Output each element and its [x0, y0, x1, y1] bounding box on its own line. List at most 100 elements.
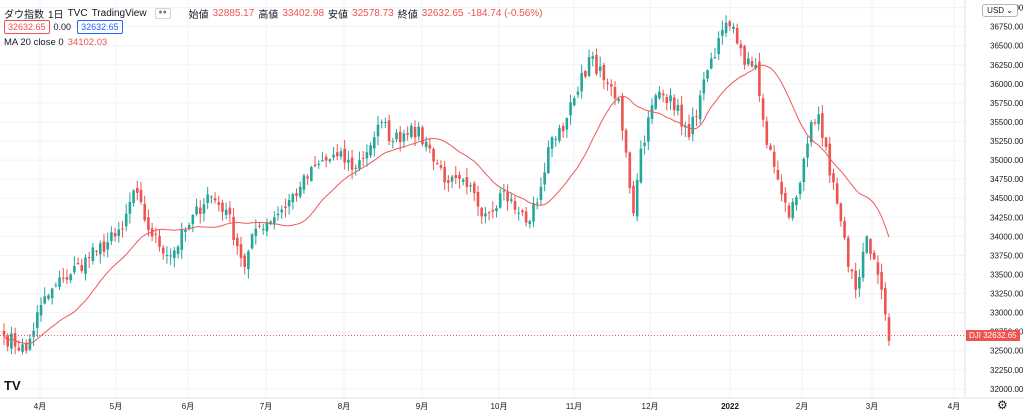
candle-body [643, 142, 646, 146]
candle-body [835, 183, 839, 204]
candle-body [280, 209, 284, 213]
candle-body [580, 72, 583, 92]
candle-body [887, 317, 891, 341]
candle-body [365, 152, 369, 159]
candle-body [358, 160, 361, 169]
candle-body [591, 56, 595, 59]
candle-body [717, 38, 720, 55]
candle-body [765, 121, 769, 145]
candle-body [517, 212, 521, 214]
candle-body [158, 236, 161, 247]
candle-body [250, 234, 254, 249]
price-tick-label: 32500.00 [990, 347, 1024, 356]
sell-button[interactable]: 32632.65 [4, 20, 50, 34]
candle-body [569, 102, 572, 116]
candle-body [598, 66, 602, 71]
indicator-legend: MA 20 close 0 34102.03 [4, 37, 111, 48]
open-label: 始値 [188, 10, 209, 21]
candle-body [2, 330, 6, 336]
candle-body [128, 202, 132, 214]
price-tick-label: 35500.00 [990, 118, 1024, 127]
price-tick-label: 33250.00 [990, 290, 1024, 299]
gear-icon[interactable]: ⚙ [997, 398, 1008, 412]
symbol-name[interactable]: ダウ指数 [4, 10, 44, 21]
price-tick-label: 34250.00 [990, 213, 1024, 222]
candle-body [187, 224, 191, 229]
candle-body [302, 175, 306, 190]
candle-body [543, 172, 546, 185]
candle-body [139, 189, 143, 203]
chevron-down-icon: ⌄ [1006, 6, 1013, 15]
indicator-name[interactable]: MA 20 close 0 [4, 37, 64, 48]
candle-body [165, 255, 169, 257]
candle-body [98, 243, 102, 255]
candle-body [428, 144, 432, 149]
candle-body [276, 213, 280, 216]
candle-body [498, 193, 502, 208]
candle-body [380, 121, 383, 123]
candle-body [502, 190, 506, 192]
candle-body [147, 217, 150, 230]
candle-body [273, 217, 276, 225]
close-label: 終値 [397, 10, 418, 21]
candle-body [602, 64, 606, 81]
candle-body [413, 126, 417, 138]
candle-body [39, 304, 43, 316]
candle-body [110, 232, 113, 242]
candle-body [565, 118, 569, 130]
candle-body [310, 166, 313, 181]
last-price-prefix: DJI [969, 331, 981, 340]
candle-body [450, 176, 454, 182]
candle-body [487, 212, 491, 214]
candle-body [576, 91, 580, 95]
candle-body [606, 82, 609, 84]
candle-body [609, 84, 613, 87]
candle-body [461, 179, 465, 182]
candle-body [739, 44, 743, 49]
price-tick-label: 35250.00 [990, 137, 1024, 146]
time-tick-label: 5月 [110, 402, 122, 411]
candle-body [402, 133, 406, 142]
candle-body [713, 57, 717, 59]
candle-body [698, 95, 702, 120]
candle-body [613, 86, 617, 99]
candle-body [772, 151, 776, 167]
candle-body [50, 288, 54, 299]
candle-body [665, 97, 669, 104]
spread-value: 0.00 [53, 22, 72, 32]
candle-body [235, 237, 239, 247]
candle-body [143, 203, 147, 221]
candle-body [424, 141, 428, 148]
candle-body [43, 296, 47, 304]
price-tick-label: 36000.00 [990, 80, 1024, 89]
buy-button[interactable]: 32632.65 [77, 20, 123, 34]
time-tick-label: 4月 [34, 402, 46, 411]
candle-body [410, 125, 413, 137]
candle-body [832, 173, 835, 183]
candle-body [421, 127, 424, 145]
candle-body [480, 207, 483, 217]
interval-label: 1日 [48, 10, 64, 21]
candle-body [243, 255, 246, 267]
candle-body [398, 131, 402, 143]
candle-body [795, 197, 798, 206]
candle-body [206, 194, 209, 203]
candle-body [617, 99, 620, 102]
candle-body [624, 130, 628, 153]
candle-body [854, 270, 857, 290]
candle-body [758, 61, 761, 96]
candle-body [443, 166, 446, 183]
candle-body [647, 117, 650, 142]
currency-selector[interactable]: USD ⌄ [982, 4, 1018, 17]
indicator-value: 34102.03 [67, 37, 108, 48]
candle-body [121, 228, 124, 230]
candle-body [791, 201, 795, 219]
legend-toggle-button[interactable]: ●● [154, 8, 171, 19]
candle-body [21, 344, 24, 352]
candle-body [372, 137, 376, 149]
candle-body [347, 159, 350, 163]
candle-body [843, 221, 846, 238]
time-axis-labels[interactable]: 4月 5月 6月 7月 8月 9月 10月 11月 12月 2022 2月 3月 4月 [34, 402, 960, 411]
candle-body [572, 98, 576, 106]
